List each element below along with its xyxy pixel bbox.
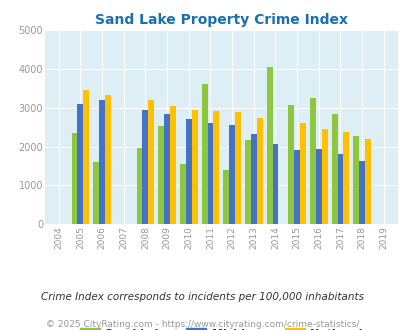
Bar: [191, 110, 197, 224]
Bar: [93, 162, 99, 224]
Bar: [185, 119, 191, 224]
Bar: [142, 110, 148, 224]
Bar: [272, 144, 278, 224]
Bar: [352, 136, 358, 224]
Bar: [213, 111, 219, 224]
Text: Crime Index corresponds to incidents per 100,000 inhabitants: Crime Index corresponds to incidents per…: [41, 292, 364, 302]
Bar: [207, 123, 213, 224]
Bar: [71, 133, 77, 224]
Bar: [315, 149, 321, 224]
Bar: [299, 123, 305, 224]
Bar: [148, 100, 154, 224]
Text: © 2025 CityRating.com - https://www.cityrating.com/crime-statistics/: © 2025 CityRating.com - https://www.city…: [46, 320, 359, 329]
Bar: [309, 98, 315, 224]
Bar: [288, 105, 294, 224]
Bar: [250, 134, 256, 224]
Bar: [266, 67, 272, 224]
Bar: [77, 105, 83, 224]
Bar: [364, 139, 370, 224]
Bar: [99, 100, 105, 224]
Bar: [164, 114, 170, 224]
Bar: [179, 164, 185, 224]
Bar: [331, 114, 337, 224]
Bar: [136, 148, 142, 224]
Title: Sand Lake Property Crime Index: Sand Lake Property Crime Index: [94, 13, 347, 27]
Bar: [228, 125, 234, 224]
Bar: [234, 112, 240, 224]
Bar: [223, 170, 228, 224]
Bar: [83, 90, 89, 224]
Bar: [321, 129, 327, 224]
Legend: Sand Lake, Michigan, National: Sand Lake, Michigan, National: [75, 323, 366, 330]
Bar: [158, 126, 164, 224]
Bar: [170, 106, 175, 224]
Bar: [294, 149, 299, 224]
Bar: [337, 153, 343, 224]
Bar: [244, 140, 250, 224]
Bar: [358, 160, 364, 224]
Bar: [256, 118, 262, 224]
Bar: [201, 84, 207, 224]
Bar: [343, 132, 348, 224]
Bar: [105, 95, 111, 224]
